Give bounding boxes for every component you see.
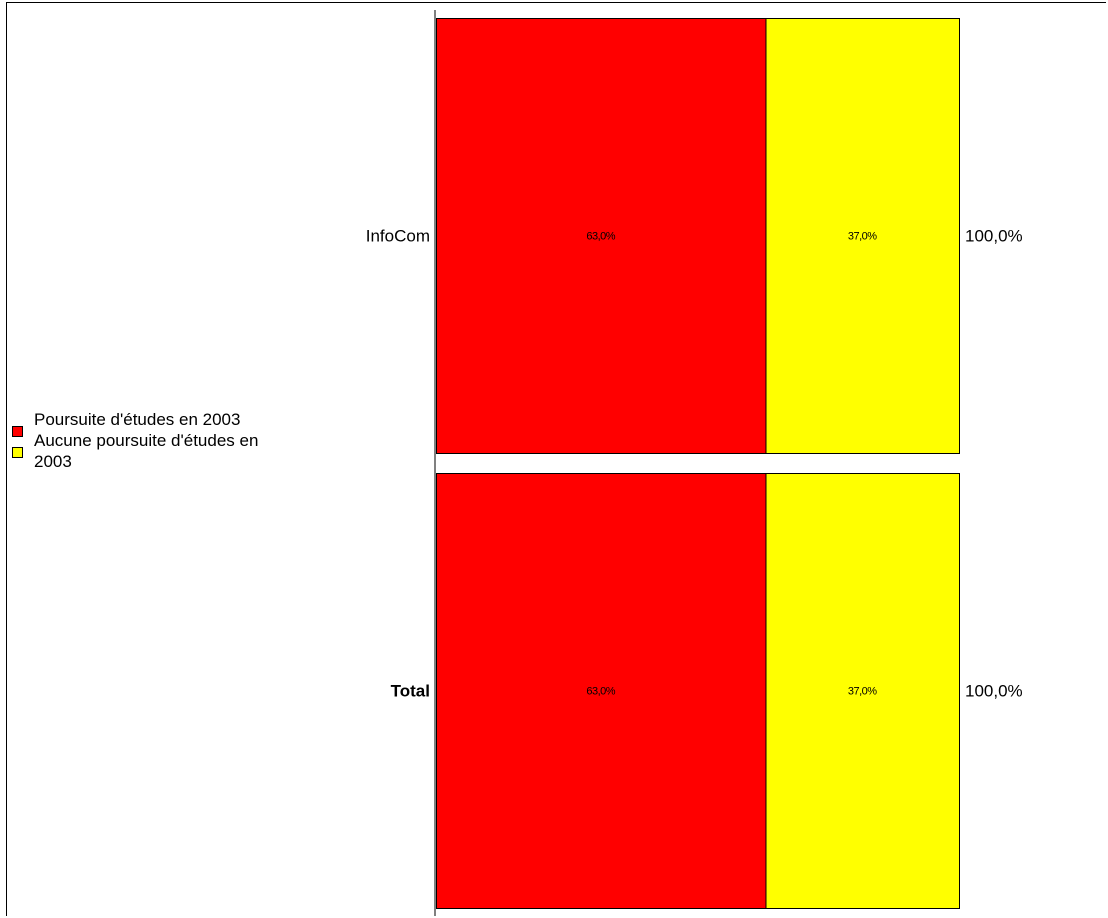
category-label-infocom: InfoCom (366, 227, 430, 246)
bar-segment-total-1 (765, 473, 960, 909)
data-label-total-0: 63,0% (586, 686, 615, 698)
legend-swatch-yellow (12, 447, 23, 458)
bar-segment-total-0 (436, 473, 767, 909)
legend-swatch-red (12, 426, 23, 437)
legend: Poursuite d'études en 2003 Aucune poursu… (10, 409, 260, 472)
legend-item-aucune: Aucune poursuite d'études en 2003 (10, 430, 260, 472)
total-label-infocom: 100,0% (965, 227, 1023, 246)
legend-label-aucune: Aucune poursuite d'études en 2003 (34, 431, 259, 471)
total-label-total: 100,0% (965, 682, 1023, 701)
data-label-infocom-0: 63,0% (586, 231, 615, 243)
legend-item-poursuite: Poursuite d'études en 2003 (10, 409, 260, 437)
category-label-total: Total (391, 682, 430, 701)
data-label-total-1: 37,0% (848, 686, 877, 698)
bar-segment-infocom-1 (765, 18, 960, 454)
data-label-infocom-1: 37,0% (848, 231, 877, 243)
chart-frame (6, 2, 1106, 916)
legend-label-poursuite: Poursuite d'études en 2003 (34, 410, 241, 429)
